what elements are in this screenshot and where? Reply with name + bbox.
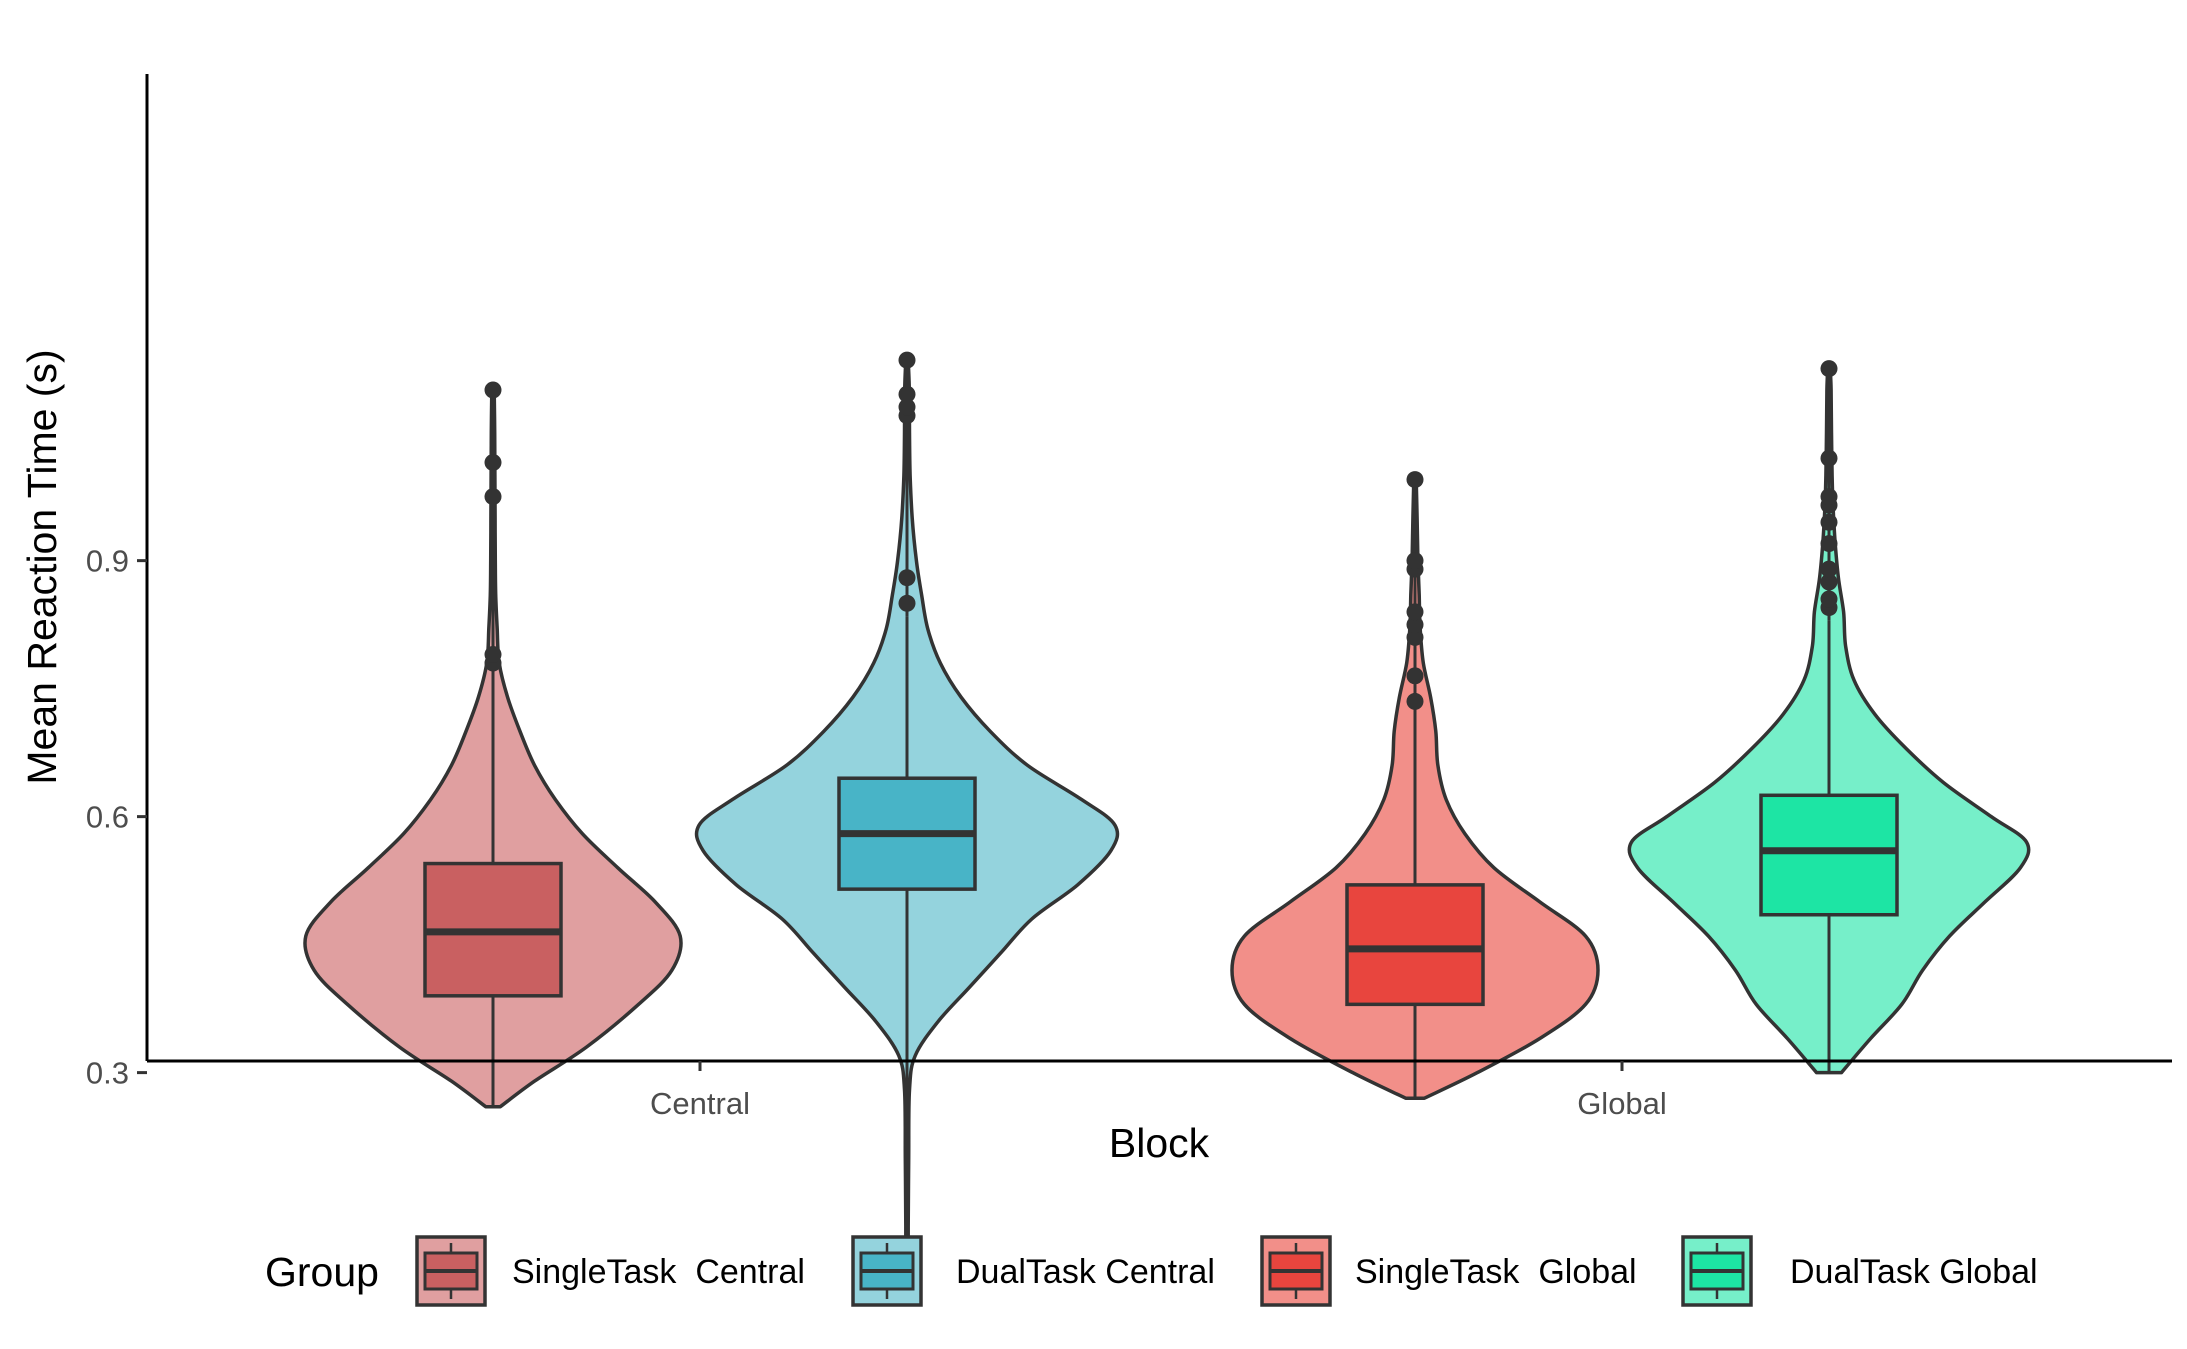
x-ticks: Central Global (650, 1061, 1667, 1121)
legend-label-3: DualTask Global (1790, 1253, 2038, 1291)
outlier-3-3 (1820, 560, 1838, 578)
outlier-2-0 (1406, 692, 1424, 710)
y-tick-label-2: 0.9 (86, 544, 129, 579)
outlier-2-2 (1406, 628, 1424, 646)
outlier-3-7 (1820, 488, 1838, 506)
x-axis-title: Block (1109, 1120, 1210, 1166)
outlier-3-5 (1820, 513, 1838, 531)
outlier-3-1 (1820, 590, 1838, 608)
outlier-1-5 (898, 385, 916, 403)
y-tick-label-0: 0.3 (86, 1056, 129, 1091)
legend-label-2: SingleTask Global (1355, 1253, 1637, 1291)
outlier-0-3 (484, 454, 502, 472)
y-ticks: 0.3 0.6 0.9 (86, 544, 147, 1091)
outlier-1-1 (898, 594, 916, 612)
legend-item-3: DualTask Global (1681, 1235, 2038, 1307)
outlier-2-3 (1406, 616, 1424, 634)
legend: Group SingleTask Central DualTask Central… (265, 1235, 2038, 1307)
outlier-1-4 (898, 398, 916, 416)
outlier-1-6 (898, 351, 916, 369)
y-tick-label-1: 0.6 (86, 800, 129, 835)
legend-title: Group (265, 1249, 379, 1295)
outlier-3-4 (1820, 535, 1838, 553)
outlier-3-2 (1820, 573, 1838, 591)
outlier-3-8 (1820, 449, 1838, 467)
outlier-0-2 (484, 488, 502, 506)
outlier-3-9 (1820, 360, 1838, 378)
outlier-0-4 (484, 381, 502, 399)
outlier-0-1 (484, 645, 502, 663)
outlier-1-2 (898, 569, 916, 587)
legend-label-0: SingleTask Central (512, 1253, 805, 1291)
x-tick-label-1: Global (1577, 1086, 1667, 1121)
x-tick-label-0: Central (650, 1086, 750, 1121)
outlier-2-7 (1406, 471, 1424, 489)
legend-item-2: SingleTask Global (1260, 1235, 1637, 1307)
legend-item-0: SingleTask Central (415, 1235, 805, 1307)
legend-label-1: DualTask Central (956, 1253, 1215, 1291)
outlier-2-4 (1406, 603, 1424, 621)
box-layer (423, 360, 1899, 1269)
y-axis-title: Mean Reaction Time (s) (19, 349, 65, 784)
outlier-2-6 (1406, 552, 1424, 570)
outlier-2-1 (1406, 667, 1424, 685)
legend-item-1: DualTask Central (851, 1235, 1215, 1307)
box-3 (1759, 793, 1899, 917)
box-2 (1345, 883, 1485, 1007)
